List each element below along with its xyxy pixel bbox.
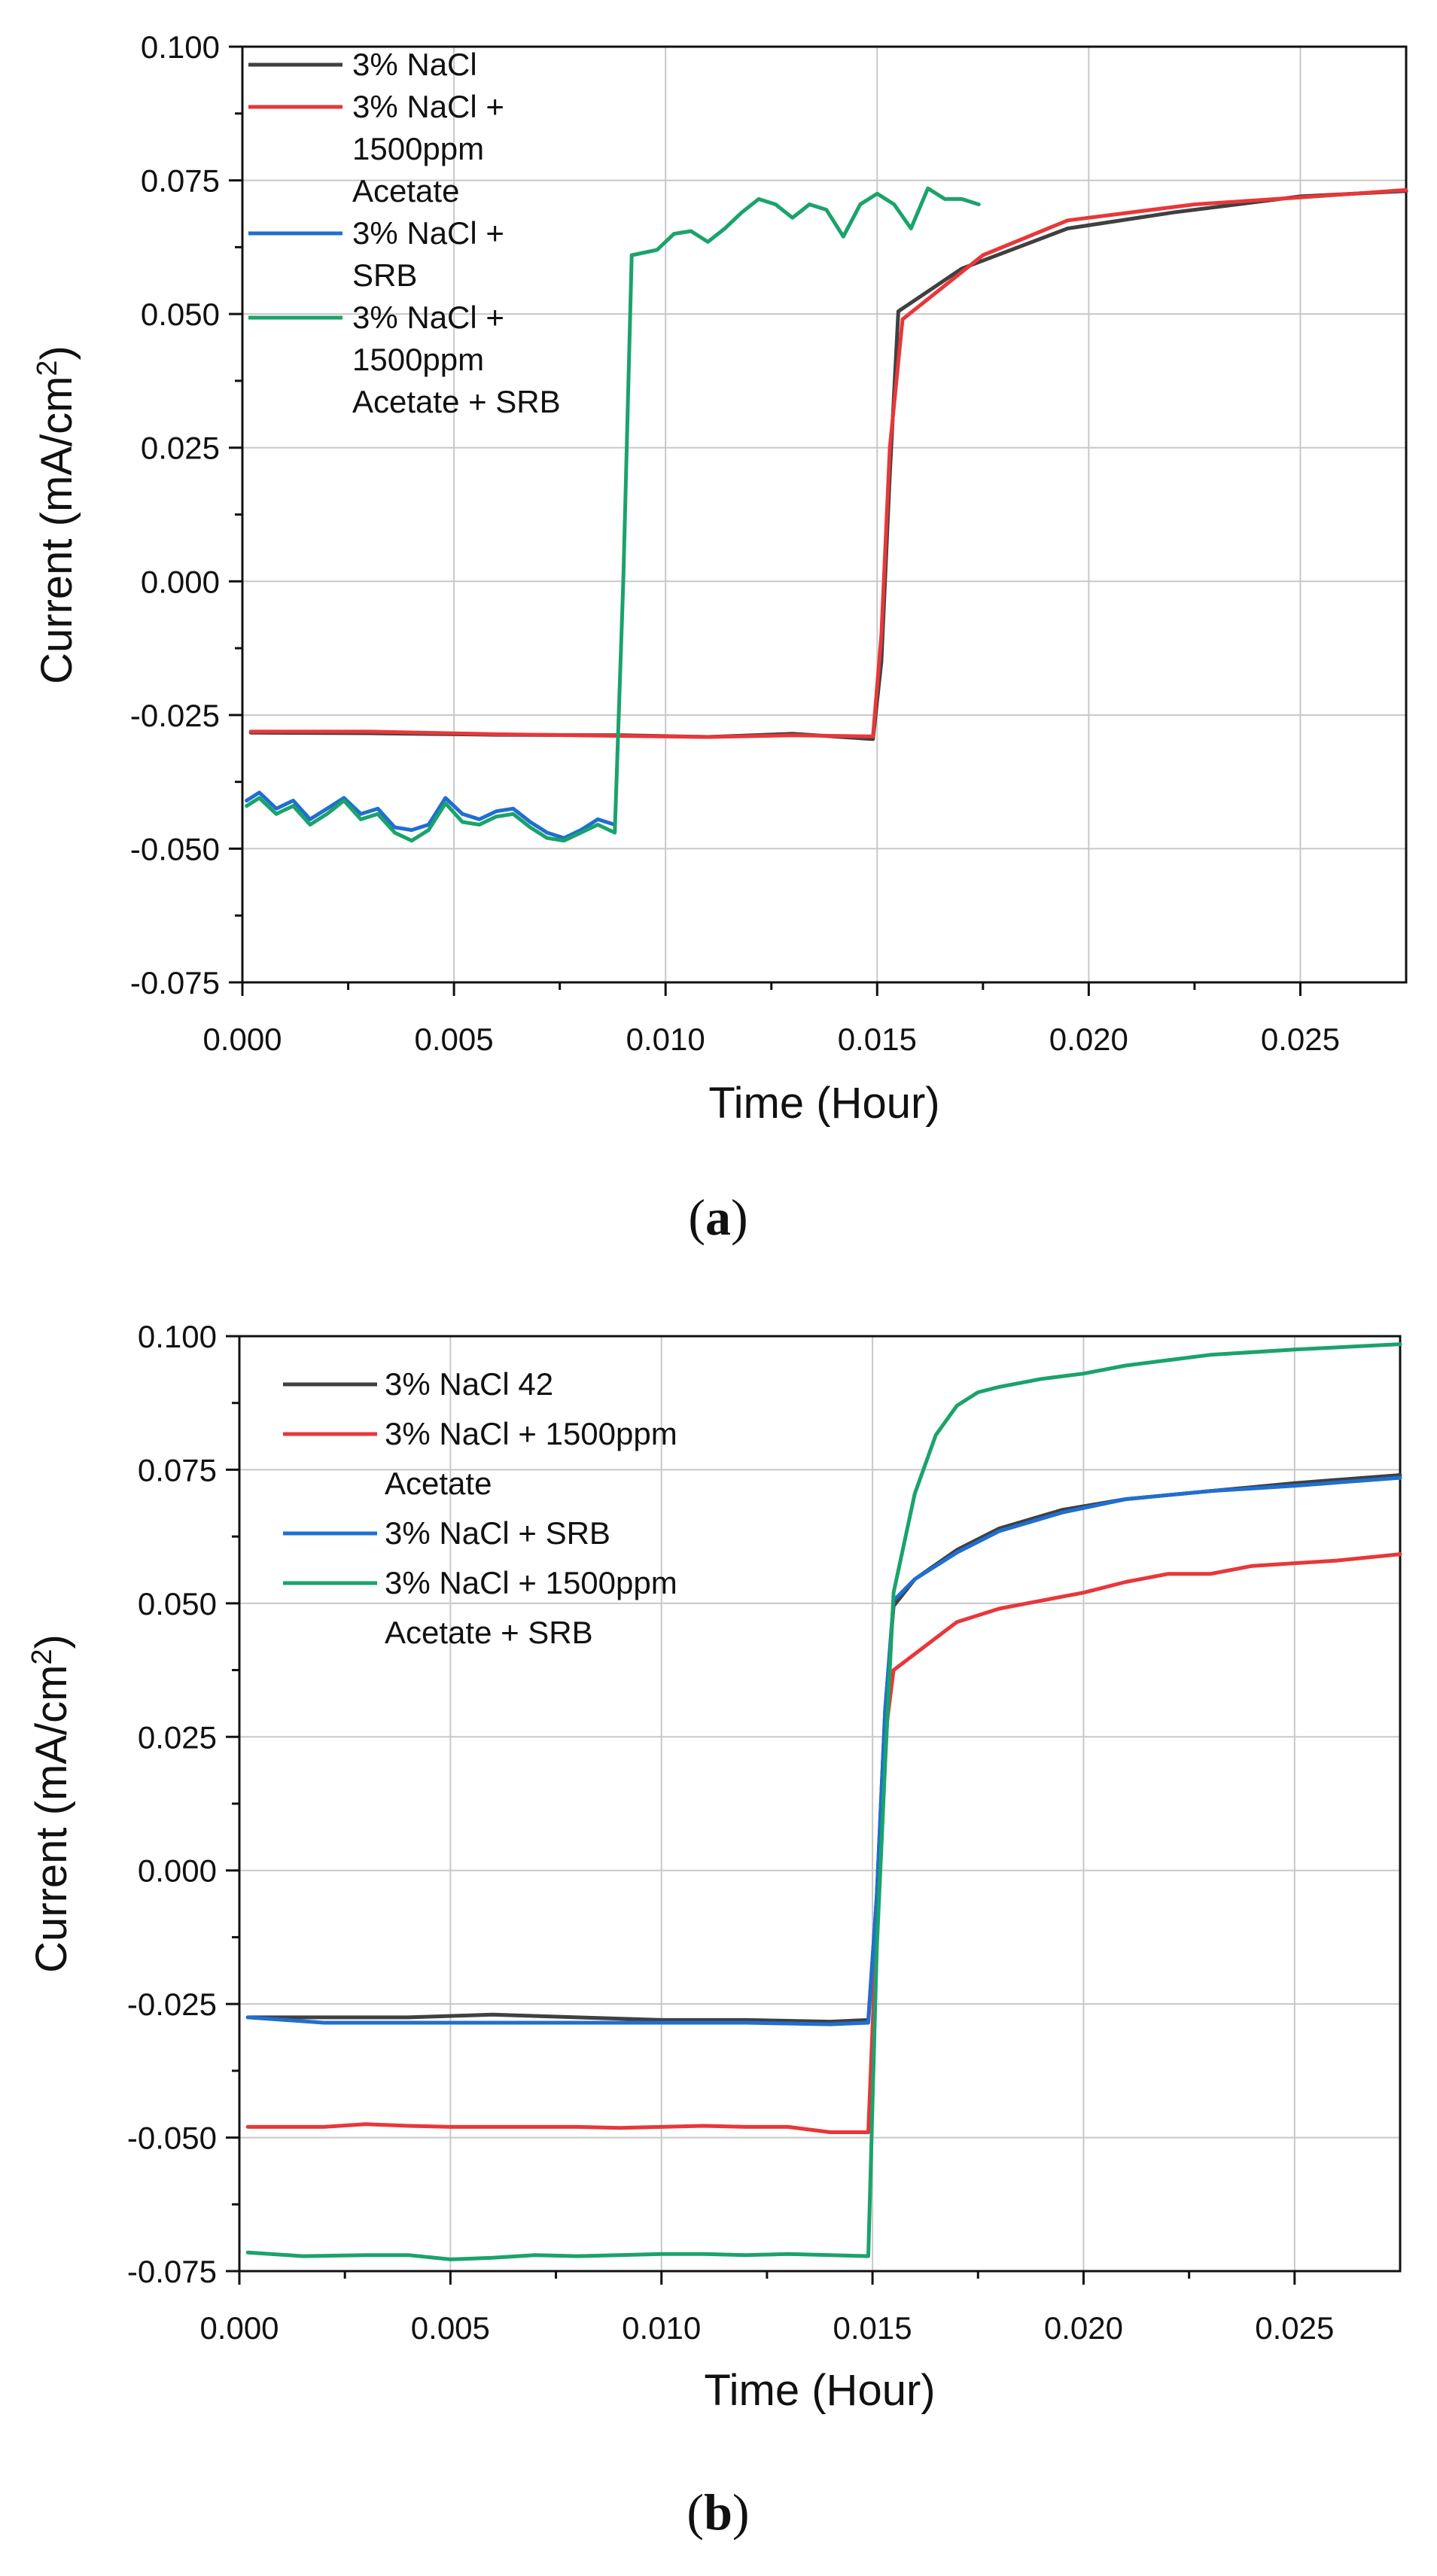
y-tick-label-b-4: 0.025 bbox=[138, 1719, 217, 1755]
x-tick-label-a-0: 0.000 bbox=[202, 1022, 282, 1057]
y-tick-label-b-2: -0.025 bbox=[127, 1987, 217, 2022]
y-tick-label-a-6: 0.075 bbox=[141, 163, 220, 199]
x-tick-label-a-4: 0.020 bbox=[1049, 1022, 1128, 1057]
y-tick-label-b-5: 0.050 bbox=[138, 1586, 217, 1621]
legend-label-a-1-1: 1500ppm bbox=[352, 131, 484, 166]
y-tick-label-b-1: -0.050 bbox=[127, 2121, 217, 2156]
x-tick-label-a-1: 0.005 bbox=[415, 1022, 494, 1057]
x-tick-label-a-3: 0.015 bbox=[838, 1022, 917, 1057]
y-axis-title-a: Current (mA/cm2) bbox=[32, 346, 81, 684]
y-tick-label-a-1: -0.050 bbox=[130, 831, 220, 866]
legend-label-a-0-0: 3% NaCl bbox=[352, 47, 477, 82]
x-tick-label-b-2: 0.010 bbox=[622, 2310, 701, 2346]
chart-a: 0.000 0.005 0.010 0.015 0.020 0.025 -0.075 -0.0… bbox=[32, 29, 1408, 1128]
chart-b: 0.000 0.005 0.010 0.015 0.020 0.025 -0.075 -0.0… bbox=[26, 1319, 1402, 2415]
x-tick-label-b-5: 0.025 bbox=[1255, 2310, 1334, 2346]
y-tick-label-a-2: -0.025 bbox=[130, 698, 220, 733]
series-line-a-3-nacl bbox=[248, 189, 1408, 741]
y-tick-label-b-3: 0.000 bbox=[138, 1853, 217, 1889]
legend-label-a-2-1: SRB bbox=[352, 257, 417, 293]
x-tick-label-b-1: 0.005 bbox=[411, 2310, 490, 2346]
legend-label-a-3-2: Acetate + SRB bbox=[352, 384, 561, 419]
x-tick-label-a-2: 0.010 bbox=[626, 1022, 705, 1057]
legend-label-b-2-0: 3% NaCl + SRB bbox=[385, 1515, 610, 1551]
y-axis-title-b: Current (mA/cm2) bbox=[26, 1634, 76, 1973]
y-tick-label-a-4: 0.025 bbox=[141, 431, 220, 466]
y-tick-label-a-5: 0.050 bbox=[141, 297, 220, 332]
legend-label-b-0-0: 3% NaCl 42 bbox=[385, 1366, 553, 1402]
y-tick-label-a-7: 0.100 bbox=[141, 29, 220, 65]
legend-label-a-3-0: 3% NaCl + bbox=[352, 300, 504, 335]
series-line-b-3-nacl-1500ppm-acetate-srb bbox=[245, 1342, 1402, 2261]
y-tick-label-a-3: 0.000 bbox=[141, 564, 220, 599]
legend-label-a-1-0: 3% NaCl + bbox=[352, 89, 504, 124]
legend-label-b-1-0: 3% NaCl + 1500ppm bbox=[385, 1416, 677, 1451]
y-tick-label-b-0: -0.075 bbox=[127, 2254, 217, 2289]
y-tick-label-a-0: -0.075 bbox=[130, 965, 220, 1000]
y-tick-label-b-6: 0.075 bbox=[138, 1452, 217, 1487]
y-tick-label-b-7: 0.100 bbox=[138, 1319, 217, 1354]
series-line-a-3-nacl-1500ppm-acetate-srb bbox=[245, 186, 981, 843]
legend-label-a-3-1: 1500ppm bbox=[352, 342, 484, 377]
x-tick-label-b-3: 0.015 bbox=[833, 2310, 912, 2346]
panel-label-a: (a) bbox=[688, 1189, 747, 1246]
series-line-b-3-nacl-42 bbox=[245, 1473, 1402, 2024]
x-axis-title-a: Time (Hour) bbox=[708, 1079, 939, 1128]
legend-label-a-1-2: Acetate bbox=[352, 173, 459, 209]
legend-label-b-1-1: Acetate bbox=[385, 1466, 492, 1501]
panel-label-b: (b) bbox=[687, 2483, 749, 2541]
legend-label-b-3-0: 3% NaCl + 1500ppm bbox=[385, 1565, 677, 1600]
series-line-a-3-nacl-srb bbox=[245, 790, 617, 840]
series-line-a-3-nacl-1500ppm-acetate bbox=[248, 187, 1408, 739]
legend-label-a-2-0: 3% NaCl + bbox=[352, 215, 504, 251]
legend-label-b-3-1: Acetate + SRB bbox=[385, 1615, 593, 1650]
series-line-b-3-nacl-1500ppm-acetate bbox=[245, 1552, 1402, 2134]
x-tick-label-b-4: 0.020 bbox=[1044, 2310, 1123, 2346]
x-tick-label-a-5: 0.025 bbox=[1261, 1022, 1340, 1057]
series-line-b-3-nacl-srb bbox=[245, 1475, 1402, 2026]
x-tick-label-b-0: 0.000 bbox=[199, 2310, 279, 2346]
x-axis-title-b: Time (Hour) bbox=[704, 2366, 935, 2415]
